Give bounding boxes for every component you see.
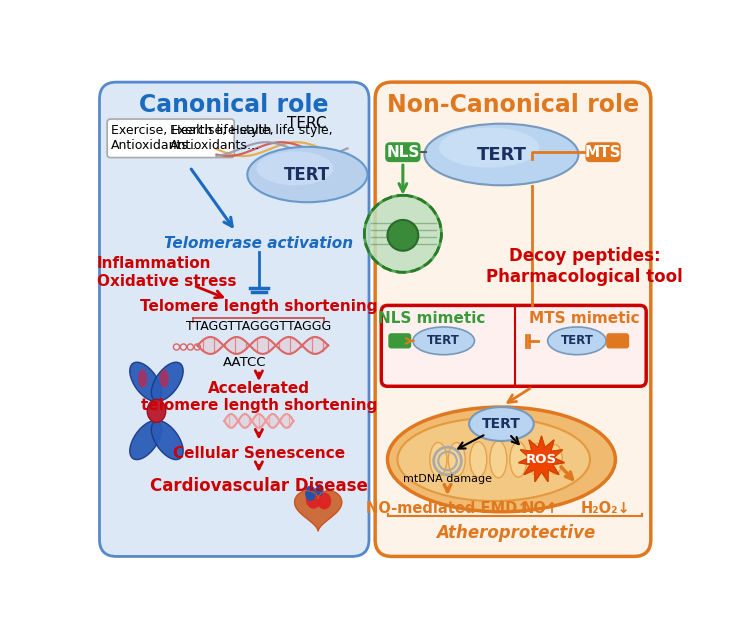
- Ellipse shape: [425, 123, 578, 185]
- FancyBboxPatch shape: [586, 143, 620, 161]
- Text: Telomerase activation: Telomerase activation: [164, 235, 354, 251]
- Ellipse shape: [490, 441, 507, 478]
- Text: TTAGGTTAGGGТTAGGG: TTAGGTTAGGGТTAGGG: [186, 320, 332, 333]
- FancyBboxPatch shape: [389, 334, 411, 348]
- Text: Exercise, Health life style,
Antioxidants…: Exercise, Health life style, Antioxidant…: [171, 124, 333, 153]
- Ellipse shape: [387, 220, 418, 251]
- Text: TERT: TERT: [427, 334, 460, 348]
- FancyBboxPatch shape: [375, 82, 651, 556]
- Ellipse shape: [130, 362, 162, 401]
- Ellipse shape: [548, 445, 562, 474]
- Ellipse shape: [510, 442, 527, 477]
- Text: TERT: TERT: [284, 166, 330, 184]
- Ellipse shape: [257, 151, 334, 185]
- Ellipse shape: [529, 443, 545, 475]
- Ellipse shape: [247, 147, 367, 202]
- Text: mtDNA damage: mtDNA damage: [403, 475, 492, 484]
- Ellipse shape: [470, 442, 487, 477]
- Text: MTS mimetic: MTS mimetic: [529, 311, 640, 326]
- Text: Non-Canonical role: Non-Canonical role: [387, 93, 639, 117]
- Text: TERT: TERT: [477, 146, 526, 165]
- Text: TERC: TERC: [288, 116, 327, 131]
- Ellipse shape: [147, 399, 165, 422]
- Ellipse shape: [365, 196, 441, 272]
- Ellipse shape: [130, 421, 162, 460]
- Ellipse shape: [448, 442, 466, 477]
- Ellipse shape: [138, 369, 147, 388]
- Text: NLS mimetic: NLS mimetic: [378, 311, 486, 326]
- Text: MTS: MTS: [585, 145, 621, 160]
- FancyBboxPatch shape: [100, 82, 369, 556]
- Ellipse shape: [316, 484, 324, 496]
- FancyBboxPatch shape: [607, 334, 629, 348]
- Ellipse shape: [305, 486, 316, 501]
- Text: Accelerated
telomere length shortening: Accelerated telomere length shortening: [141, 381, 377, 413]
- Ellipse shape: [306, 490, 321, 509]
- Text: Inflammation
Oxidative stress: Inflammation Oxidative stress: [97, 256, 236, 289]
- Ellipse shape: [469, 407, 534, 441]
- Ellipse shape: [413, 327, 474, 354]
- Text: Atheroprotective: Atheroprotective: [436, 523, 595, 542]
- Ellipse shape: [160, 369, 169, 388]
- Text: Telomere length shortening: Telomere length shortening: [140, 299, 378, 315]
- Polygon shape: [518, 436, 564, 482]
- Ellipse shape: [152, 362, 183, 401]
- Ellipse shape: [387, 407, 616, 511]
- FancyBboxPatch shape: [107, 119, 234, 158]
- Text: H₂O₂↓: H₂O₂↓: [580, 501, 630, 516]
- Text: NLS: NLS: [386, 145, 419, 160]
- Ellipse shape: [397, 418, 590, 501]
- Polygon shape: [294, 491, 342, 531]
- Ellipse shape: [318, 492, 332, 510]
- Text: AATCC: AATCC: [223, 356, 266, 369]
- Ellipse shape: [439, 128, 539, 168]
- Text: NO-mediated FMD↑: NO-mediated FMD↑: [366, 501, 529, 516]
- Text: ROS: ROS: [526, 453, 557, 466]
- FancyBboxPatch shape: [386, 143, 420, 161]
- Text: NO↑: NO↑: [521, 501, 559, 516]
- Text: Cellular Senescence: Cellular Senescence: [173, 446, 345, 461]
- Ellipse shape: [548, 327, 606, 354]
- Text: Canonical role: Canonical role: [140, 93, 329, 117]
- FancyBboxPatch shape: [381, 305, 646, 386]
- Text: Exercise, Health life style,
Antioxidants…: Exercise, Health life style, Antioxidant…: [111, 124, 274, 153]
- Ellipse shape: [152, 421, 183, 460]
- Text: TERT: TERT: [482, 417, 521, 431]
- Ellipse shape: [430, 442, 447, 477]
- Text: TERT: TERT: [561, 334, 594, 348]
- Text: Decoy peptides:
Pharmacological tool: Decoy peptides: Pharmacological tool: [486, 247, 683, 285]
- Text: Cardiovascular Disease: Cardiovascular Disease: [150, 477, 367, 494]
